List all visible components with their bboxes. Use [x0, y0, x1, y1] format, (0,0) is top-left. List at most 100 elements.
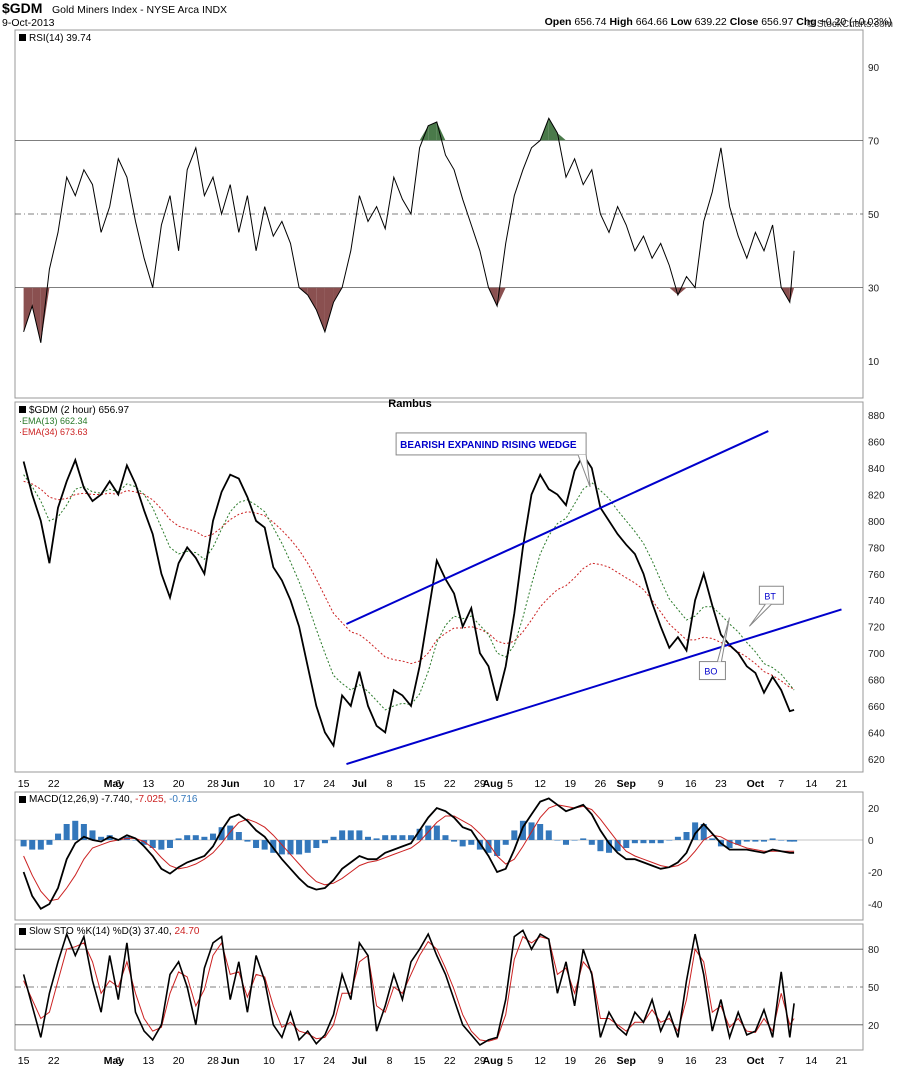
- macd-histogram-bar: [433, 825, 440, 840]
- lower-wedge-line: [346, 608, 842, 766]
- index-name: Gold Miners Index - NYSE Arca INDX: [52, 4, 227, 16]
- x-axis-label-lower: Jul: [352, 1055, 367, 1067]
- close-label: Close: [730, 16, 759, 28]
- x-axis-label-lower: Jun: [221, 1055, 240, 1067]
- macd-histogram-bar: [408, 835, 415, 840]
- rsi-extreme-fill: [316, 287, 325, 332]
- x-axis-label-upper: 21: [836, 778, 848, 790]
- x-axis-label-lower: 5: [507, 1055, 513, 1067]
- ema34-legend: ·EMA(34) 673.63: [19, 427, 88, 437]
- macd-histogram-bar: [149, 840, 156, 848]
- x-axis-label-lower: Aug: [483, 1055, 503, 1067]
- y-tick-label: 50: [868, 210, 880, 221]
- low-label: Low: [671, 16, 693, 28]
- y-tick-label: 740: [868, 596, 885, 607]
- macd-signal-line: [23, 804, 795, 902]
- macd-histogram-bar: [640, 840, 647, 844]
- x-axis-label-upper: May: [104, 778, 125, 790]
- macd-histogram-bar: [459, 840, 466, 847]
- x-axis-label-upper: Jul: [352, 778, 367, 790]
- macd-histogram-bar: [80, 824, 87, 840]
- low-value: 639.22: [695, 16, 727, 28]
- macd-histogram-bar: [416, 828, 423, 840]
- macd-histogram-bar: [726, 840, 733, 848]
- close-value: 656.97: [761, 16, 793, 28]
- macd-histogram-bar: [347, 830, 354, 840]
- sto-k-line: [22, 929, 795, 1047]
- x-axis-label-lower: 22: [48, 1055, 60, 1067]
- bo-annotation: BO: [704, 667, 717, 677]
- macd-histogram-bar: [72, 820, 79, 840]
- panel-frame: [14, 791, 864, 921]
- macd-histogram-bar: [769, 838, 776, 840]
- macd-histogram-bar: [132, 840, 139, 841]
- macd-histogram-bar: [339, 830, 346, 840]
- macd-histogram-bar: [631, 840, 638, 844]
- x-axis-label-lower: 24: [323, 1055, 335, 1067]
- sto-k-value: Slow STO %K(14) %D(3) 37.40,: [29, 926, 174, 937]
- macd-histogram-bar: [89, 830, 96, 840]
- macd-histogram-bar: [606, 840, 613, 853]
- y-tick-label: 10: [868, 357, 880, 368]
- y-tick-label: 20: [868, 804, 880, 815]
- y-tick-label: 50: [868, 983, 880, 994]
- x-axis-label-upper: 14: [806, 778, 818, 790]
- y-tick-label: 720: [868, 623, 885, 634]
- x-axis-label-upper: Aug: [483, 778, 503, 790]
- macd-histogram-bar: [37, 840, 44, 850]
- macd-histogram-bar: [373, 838, 380, 840]
- y-tick-label: 70: [868, 136, 880, 147]
- rsi-extreme-fill: [428, 122, 437, 141]
- macd-histogram-bar: [296, 840, 303, 855]
- macd-histogram-bar: [330, 836, 337, 840]
- y-tick-label: 700: [868, 649, 885, 660]
- y-tick-label: -40: [868, 900, 883, 911]
- macd-histogram-bar: [588, 840, 595, 845]
- bo-annotation-pointer: [716, 617, 730, 662]
- macd-histogram-bar: [55, 833, 62, 840]
- rsi-legend: RSI(14) 39.74: [29, 33, 92, 44]
- legend-swatch: [19, 928, 26, 935]
- macd-signal-value: -7.025,: [135, 794, 169, 805]
- macd-histogram-bar: [571, 840, 578, 841]
- y-tick-label: 800: [868, 517, 885, 528]
- macd-histogram-bar: [519, 820, 526, 840]
- macd-value: MACD(12,26,9) -7.740,: [29, 794, 135, 805]
- macd-histogram-bar: [304, 840, 311, 853]
- x-axis-label-upper: 22: [48, 778, 60, 790]
- y-tick-label: 860: [868, 438, 885, 449]
- y-tick-label: 780: [868, 543, 885, 554]
- macd-histogram-bar: [683, 832, 690, 840]
- macd-histogram-bar: [735, 840, 742, 845]
- ema34-line: [23, 480, 795, 690]
- macd-histogram-bar: [451, 840, 458, 842]
- x-axis-label-lower: 15: [414, 1055, 426, 1067]
- x-axis-label-lower: 10: [263, 1055, 275, 1067]
- macd-histogram-bar: [227, 825, 234, 840]
- ohlc-readout: Open 656.74 High 664.66 Low 639.22 Close…: [545, 16, 892, 28]
- macd-histogram-bar: [743, 840, 750, 842]
- macd-histogram-bar: [175, 838, 182, 840]
- sto-legend: Slow STO %K(14) %D(3) 37.40, 24.70: [29, 926, 200, 937]
- x-axis-label-upper: 13: [143, 778, 155, 790]
- ema13-line: [23, 474, 795, 711]
- chart-date: 9-Oct-2013: [2, 17, 55, 29]
- macd-histogram-bar: [270, 840, 277, 853]
- rsi-extreme-fill: [548, 118, 558, 141]
- macd-histogram-bar: [235, 832, 242, 840]
- copyright: © StockCharts.com: [807, 19, 893, 30]
- price-legend: $GDM (2 hour) 656.97: [29, 405, 129, 416]
- x-axis-label-upper: 12: [534, 778, 546, 790]
- macd-histogram-bar: [562, 840, 569, 845]
- macd-histogram-bar: [399, 835, 406, 840]
- x-axis-label-lower: 23: [715, 1055, 727, 1067]
- macd-histogram-bar: [166, 840, 173, 848]
- x-axis-label-upper: 29: [474, 778, 486, 790]
- x-axis-label-upper: 16: [685, 778, 697, 790]
- macd-histogram-bar: [20, 840, 27, 847]
- x-axis-label-upper: 15: [18, 778, 30, 790]
- x-axis-label-lower: 28: [207, 1055, 219, 1067]
- macd-histogram-bar: [184, 835, 191, 840]
- rsi-extreme-fill: [32, 287, 41, 343]
- macd-histogram-bar: [253, 840, 260, 848]
